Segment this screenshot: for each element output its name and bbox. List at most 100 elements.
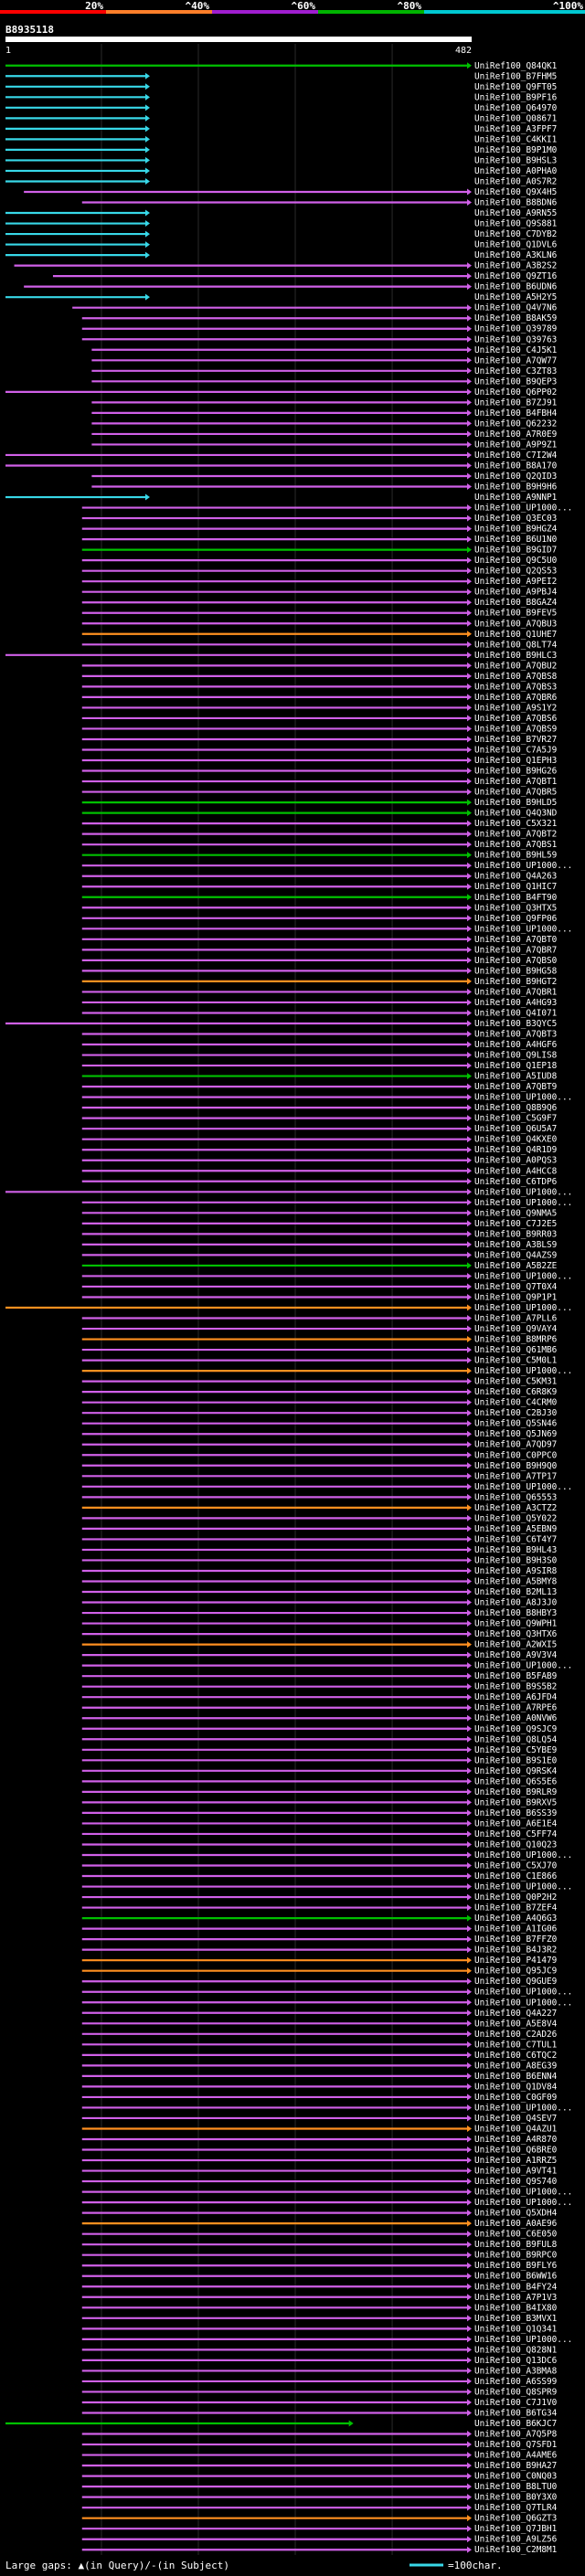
- hit-label[interactable]: UniRef100_A4HG93: [474, 998, 557, 1008]
- hit-row[interactable]: UniRef100_A4AME6: [81, 2451, 558, 2461]
- hit-row[interactable]: UniRef100_Q7JBH1: [81, 2524, 558, 2534]
- hit-row[interactable]: UniRef100_B9FLY6: [81, 2261, 558, 2271]
- hit-row[interactable]: UniRef100_Q5Y022: [81, 1513, 558, 1523]
- hit-label[interactable]: UniRef100_UP1000...: [474, 1271, 572, 1281]
- hit-label[interactable]: UniRef100_B7FFZ0: [474, 1935, 558, 1945]
- hit-row[interactable]: UniRef100_B6ENN4: [81, 2072, 558, 2082]
- hit-row[interactable]: UniRef100_A7P1V3: [81, 2293, 558, 2303]
- hit-row[interactable]: UniRef100_A4HGF6: [81, 1040, 558, 1050]
- hit-label[interactable]: UniRef100_A3B2S2: [474, 261, 557, 271]
- hit-label[interactable]: UniRef100_A1RRZ5: [474, 2156, 557, 2166]
- hit-row[interactable]: UniRef100_UP1000...: [81, 1482, 572, 1492]
- hit-label[interactable]: UniRef100_Q5SN46: [474, 1419, 558, 1429]
- hit-label[interactable]: UniRef100_C0NQ03: [474, 2472, 557, 2482]
- hit-label[interactable]: UniRef100_B9FLY6: [474, 2261, 558, 2271]
- hit-label[interactable]: UniRef100_Q1DVL6: [474, 240, 558, 250]
- hit-label[interactable]: UniRef100_B9RXV5: [474, 1797, 557, 1807]
- hit-row[interactable]: UniRef100_A7QBS0: [81, 956, 558, 966]
- hit-label[interactable]: UniRef100_B6SS39: [474, 1808, 558, 1818]
- hit-label[interactable]: UniRef100_Q1DV84: [474, 2082, 558, 2092]
- hit-label[interactable]: UniRef100_A3KLN6: [474, 250, 558, 260]
- hit-label[interactable]: UniRef100_A7TP17: [474, 1471, 557, 1481]
- hit-row[interactable]: UniRef100_Q2QID3: [91, 472, 557, 482]
- hit-row[interactable]: UniRef100_B9RPC0: [81, 2251, 558, 2261]
- hit-row[interactable]: UniRef100_C7DYB2: [5, 229, 557, 239]
- hit-row[interactable]: UniRef100_B9H9H6: [91, 482, 558, 493]
- hit-row[interactable]: UniRef100_Q9FT05: [5, 82, 557, 92]
- hit-label[interactable]: UniRef100_Q9NMA5: [474, 1208, 557, 1218]
- hit-label[interactable]: UniRef100_B9GID7: [474, 546, 557, 556]
- hit-label[interactable]: UniRef100_Q9C5U0: [474, 556, 558, 566]
- hit-label[interactable]: UniRef100_A0NVW6: [474, 1713, 558, 1723]
- hit-row[interactable]: UniRef100_A7QBS1: [81, 840, 558, 850]
- hit-row[interactable]: UniRef100_A7RPE6: [81, 1703, 558, 1713]
- hit-label[interactable]: UniRef100_Q8SPR9: [474, 2387, 558, 2397]
- hit-label[interactable]: UniRef100_A3CTZ2: [474, 1503, 557, 1513]
- hit-label[interactable]: UniRef100_Q39763: [474, 334, 557, 345]
- hit-row[interactable]: UniRef100_Q9P1P1: [81, 1292, 558, 1302]
- hit-row[interactable]: UniRef100_A3KLN6: [5, 250, 558, 260]
- hit-row[interactable]: UniRef100_Q4R1D9: [81, 1145, 558, 1155]
- hit-label[interactable]: UniRef100_C1E866: [474, 1871, 558, 1882]
- hit-label[interactable]: UniRef100_Q9WPH1: [474, 1619, 558, 1629]
- hit-label[interactable]: UniRef100_C3ZT83: [474, 366, 557, 376]
- hit-label[interactable]: UniRef100_B9S5B2: [474, 1682, 557, 1692]
- hit-label[interactable]: UniRef100_Q1Q341: [474, 2324, 558, 2334]
- hit-row[interactable]: UniRef100_A9S1Y2: [81, 703, 558, 713]
- hit-label[interactable]: UniRef100_C5KM31: [474, 1377, 558, 1387]
- hit-label[interactable]: UniRef100_A7QBT9: [474, 1082, 558, 1092]
- hit-row[interactable]: UniRef100_C6R8K9: [81, 1387, 558, 1397]
- hit-row[interactable]: UniRef100_B6SS39: [81, 1808, 558, 1818]
- hit-row[interactable]: UniRef100_UP1000...: [5, 1187, 572, 1197]
- hit-label[interactable]: UniRef100_A7QW77: [474, 355, 557, 366]
- hit-row[interactable]: UniRef100_Q9WPH1: [81, 1619, 558, 1629]
- hit-label[interactable]: UniRef100_B9HG58: [474, 966, 558, 976]
- hit-label[interactable]: UniRef100_B9HLD5: [474, 798, 557, 808]
- hit-label[interactable]: UniRef100_A0AE96: [474, 2219, 558, 2229]
- hit-row[interactable]: UniRef100_B6WW16: [81, 2272, 558, 2282]
- hit-row[interactable]: UniRef100_Q9X4H5: [24, 187, 557, 197]
- hit-label[interactable]: UniRef100_A7QBT3: [474, 1030, 557, 1040]
- hit-label[interactable]: UniRef100_C4KKI1: [474, 134, 558, 144]
- hit-label[interactable]: UniRef100_C5YBE9: [474, 1745, 558, 1755]
- hit-label[interactable]: UniRef100_C7J2E5: [474, 1219, 557, 1229]
- hit-row[interactable]: UniRef100_A3B2S2: [14, 261, 558, 271]
- hit-label[interactable]: UniRef100_Q08671: [474, 113, 558, 123]
- hit-label[interactable]: UniRef100_Q61MB6: [474, 1345, 558, 1355]
- hit-row[interactable]: UniRef100_A6JFD4: [81, 1692, 558, 1702]
- hit-label[interactable]: UniRef100_A5E8V4: [474, 2019, 558, 2029]
- hit-row[interactable]: UniRef100_Q6U5A7: [81, 1124, 558, 1134]
- hit-row[interactable]: UniRef100_A7QBR1: [81, 987, 558, 997]
- hit-row[interactable]: UniRef100_B9FUL8: [81, 2240, 558, 2250]
- hit-label[interactable]: UniRef100_Q7JBH1: [474, 2524, 558, 2534]
- hit-row[interactable]: UniRef100_B9H3S0: [81, 1555, 558, 1565]
- hit-row[interactable]: UniRef100_A7QD97: [81, 1440, 558, 1450]
- hit-row[interactable]: UniRef100_B9HG26: [81, 767, 558, 777]
- hit-label[interactable]: UniRef100_A7QBS8: [474, 672, 558, 682]
- hit-row[interactable]: UniRef100_A8EG39: [81, 2061, 558, 2071]
- hit-row[interactable]: UniRef100_B8MRP6: [81, 1335, 558, 1345]
- hit-row[interactable]: UniRef100_A9P9Z1: [91, 440, 558, 450]
- hit-label[interactable]: UniRef100_A4R870: [474, 2135, 558, 2145]
- hit-row[interactable]: UniRef100_Q6PP02: [5, 387, 557, 398]
- hit-label[interactable]: UniRef100_A4AME6: [474, 2451, 558, 2461]
- hit-row[interactable]: UniRef100_B9HLD5: [81, 798, 558, 808]
- hit-row[interactable]: UniRef100_A7QBT0: [81, 935, 558, 945]
- hit-row[interactable]: UniRef100_Q9C5U0: [81, 556, 558, 566]
- hit-label[interactable]: UniRef100_A7QBT2: [474, 830, 557, 840]
- hit-label[interactable]: UniRef100_B0Y3X0: [474, 2493, 558, 2503]
- hit-row[interactable]: UniRef100_B9HL43: [81, 1545, 558, 1555]
- hit-row[interactable]: UniRef100_C4CRM0: [81, 1398, 558, 1408]
- hit-row[interactable]: UniRef100_Q62232: [91, 419, 557, 429]
- hit-label[interactable]: UniRef100_B8MRP6: [474, 1335, 558, 1345]
- hit-label[interactable]: UniRef100_A7QBR1: [474, 987, 558, 997]
- hit-row[interactable]: UniRef100_B8A170: [5, 461, 558, 471]
- hit-label[interactable]: UniRef100_A7PLL6: [474, 1314, 558, 1324]
- hit-row[interactable]: UniRef100_A7QBS6: [81, 714, 558, 724]
- hit-row[interactable]: UniRef100_Q2QS53: [81, 567, 558, 577]
- hit-label[interactable]: UniRef100_A7QBS3: [474, 682, 557, 692]
- hit-label[interactable]: UniRef100_Q8LQ54: [474, 1734, 558, 1744]
- hit-row[interactable]: UniRef100_B9H9Q0: [81, 1461, 558, 1471]
- hit-row[interactable]: UniRef100_Q1DVL6: [5, 240, 558, 250]
- hit-row[interactable]: UniRef100_C7I2W4: [5, 451, 558, 461]
